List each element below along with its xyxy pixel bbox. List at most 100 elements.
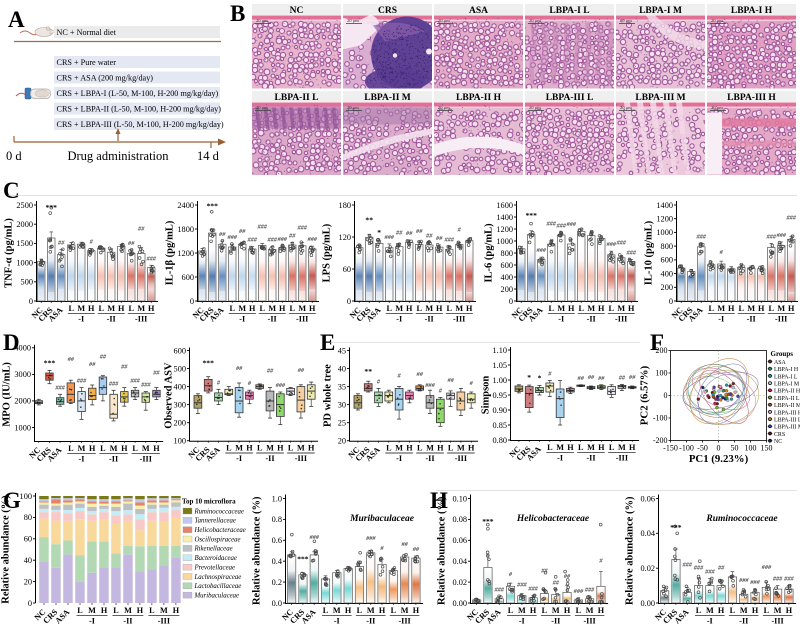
svg-text:-I: -I <box>396 454 402 463</box>
svg-text:Prevotellaceae: Prevotellaceae <box>194 564 236 571</box>
svg-text:0.80: 0.80 <box>492 436 507 445</box>
svg-text:Rikenellaceae: Rikenellaceae <box>194 546 233 553</box>
svg-text:*: * <box>377 228 381 237</box>
svg-text:L: L <box>548 304 554 313</box>
svg-text:###: ### <box>765 233 776 240</box>
svg-text:60: 60 <box>343 265 351 274</box>
svg-text:L: L <box>391 606 397 615</box>
svg-text:M: M <box>457 444 465 453</box>
svg-text:#: # <box>508 571 513 578</box>
svg-text:***: *** <box>203 359 215 368</box>
svg-text:##: ## <box>218 231 226 238</box>
svg-text:M: M <box>587 304 595 313</box>
svg-text:#: # <box>247 380 252 387</box>
svg-text:40: 40 <box>24 556 32 565</box>
svg-text:H: H <box>121 444 128 453</box>
svg-text:L: L <box>417 444 423 453</box>
svg-text:***: *** <box>482 517 494 526</box>
svg-text:L: L <box>608 304 614 313</box>
svg-text:CRS: CRS <box>378 6 397 16</box>
svg-text:H: H <box>309 304 316 313</box>
svg-text:L: L <box>738 304 744 313</box>
svg-text:H: H <box>598 606 605 615</box>
svg-text:20 μm: 20 μm <box>711 18 723 23</box>
svg-text:###: ### <box>54 384 65 391</box>
svg-text:L: L <box>357 606 363 615</box>
svg-text:400: 400 <box>661 269 673 278</box>
svg-text:L: L <box>386 304 392 313</box>
svg-text:###: ### <box>383 234 394 241</box>
svg-text:-I: -I <box>557 454 563 463</box>
svg-text:H: H <box>752 606 759 615</box>
svg-text:1000: 1000 <box>496 237 513 246</box>
svg-text:M: M <box>706 606 714 615</box>
svg-text:-II: -II <box>265 454 274 463</box>
svg-text:H: H <box>137 606 144 615</box>
svg-text:##: ## <box>587 374 595 381</box>
svg-text:2000: 2000 <box>14 397 31 406</box>
svg-text:200: 200 <box>174 419 186 428</box>
svg-text:###: ### <box>493 587 504 594</box>
svg-text:L: L <box>578 443 584 452</box>
svg-text:##: ## <box>563 573 571 580</box>
svg-text:##: ## <box>152 370 160 377</box>
svg-text:M: M <box>518 606 526 615</box>
svg-text:***: *** <box>297 555 309 564</box>
svg-text:M: M <box>556 443 564 452</box>
svg-text:0.8: 0.8 <box>272 515 282 524</box>
svg-text:200: 200 <box>656 346 668 355</box>
svg-text:2500: 2500 <box>16 201 33 210</box>
svg-text:M: M <box>78 444 86 453</box>
svg-text:###: ### <box>296 225 307 232</box>
svg-text:-I: -I <box>519 617 525 626</box>
svg-text:-I: -I <box>334 617 340 626</box>
svg-text:##: ## <box>435 235 443 242</box>
svg-text:1200: 1200 <box>656 215 673 224</box>
svg-text:#: # <box>469 380 474 387</box>
svg-text:400: 400 <box>174 382 186 391</box>
svg-text:ASA: ASA <box>469 6 488 16</box>
svg-text:H: H <box>568 304 575 313</box>
svg-text:-II: -II <box>107 315 116 324</box>
svg-text:600: 600 <box>501 261 513 270</box>
svg-text:0: 0 <box>347 297 351 306</box>
svg-text:###: ### <box>761 564 772 571</box>
svg-text:D: D <box>3 330 20 355</box>
svg-text:Relative abundance (%): Relative abundance (%) <box>625 496 636 605</box>
svg-text:##: ## <box>416 371 424 378</box>
svg-text:LBPA-I M: LBPA-I M <box>639 6 682 16</box>
svg-text:LBPA-II L: LBPA-II L <box>774 396 800 402</box>
svg-text:M: M <box>160 606 168 615</box>
svg-text:##: ## <box>395 229 403 236</box>
svg-text:###: ### <box>266 237 277 244</box>
svg-text:1.05: 1.05 <box>492 361 507 370</box>
svg-text:20 μm: 20 μm <box>620 18 632 23</box>
svg-text:300: 300 <box>174 400 186 409</box>
svg-text:H: H <box>786 606 793 615</box>
svg-text:###: ### <box>306 236 317 243</box>
svg-text:Tannerellaceae: Tannerellaceae <box>195 518 236 525</box>
svg-text:M: M <box>557 304 565 313</box>
svg-text:##: ## <box>235 365 243 372</box>
svg-text:2400: 2400 <box>177 201 194 210</box>
svg-text:##: ## <box>238 228 246 235</box>
svg-text:LBPA-III M: LBPA-III M <box>635 93 685 103</box>
svg-text:-I: -I <box>558 315 564 324</box>
svg-text:-III: -III <box>295 454 307 463</box>
svg-text:###: ### <box>565 221 576 228</box>
svg-text:###: ### <box>145 255 156 262</box>
svg-text:Helicobacteraceae: Helicobacteraceae <box>194 527 246 534</box>
svg-text:LBPA-II H: LBPA-II H <box>774 389 800 395</box>
svg-text:#: # <box>379 545 384 552</box>
svg-text:##: ## <box>412 546 420 553</box>
svg-text:L: L <box>323 606 329 615</box>
svg-text:20 μm: 20 μm <box>438 18 450 23</box>
svg-text:20 μm: 20 μm <box>711 105 723 110</box>
svg-text:###: ### <box>738 577 749 584</box>
svg-text:###: ### <box>573 588 584 595</box>
svg-text:##: ## <box>405 230 413 237</box>
svg-text:##: ## <box>57 240 65 247</box>
svg-text:M: M <box>455 304 463 313</box>
svg-text:20: 20 <box>338 437 346 446</box>
svg-text:H: H <box>564 606 571 615</box>
